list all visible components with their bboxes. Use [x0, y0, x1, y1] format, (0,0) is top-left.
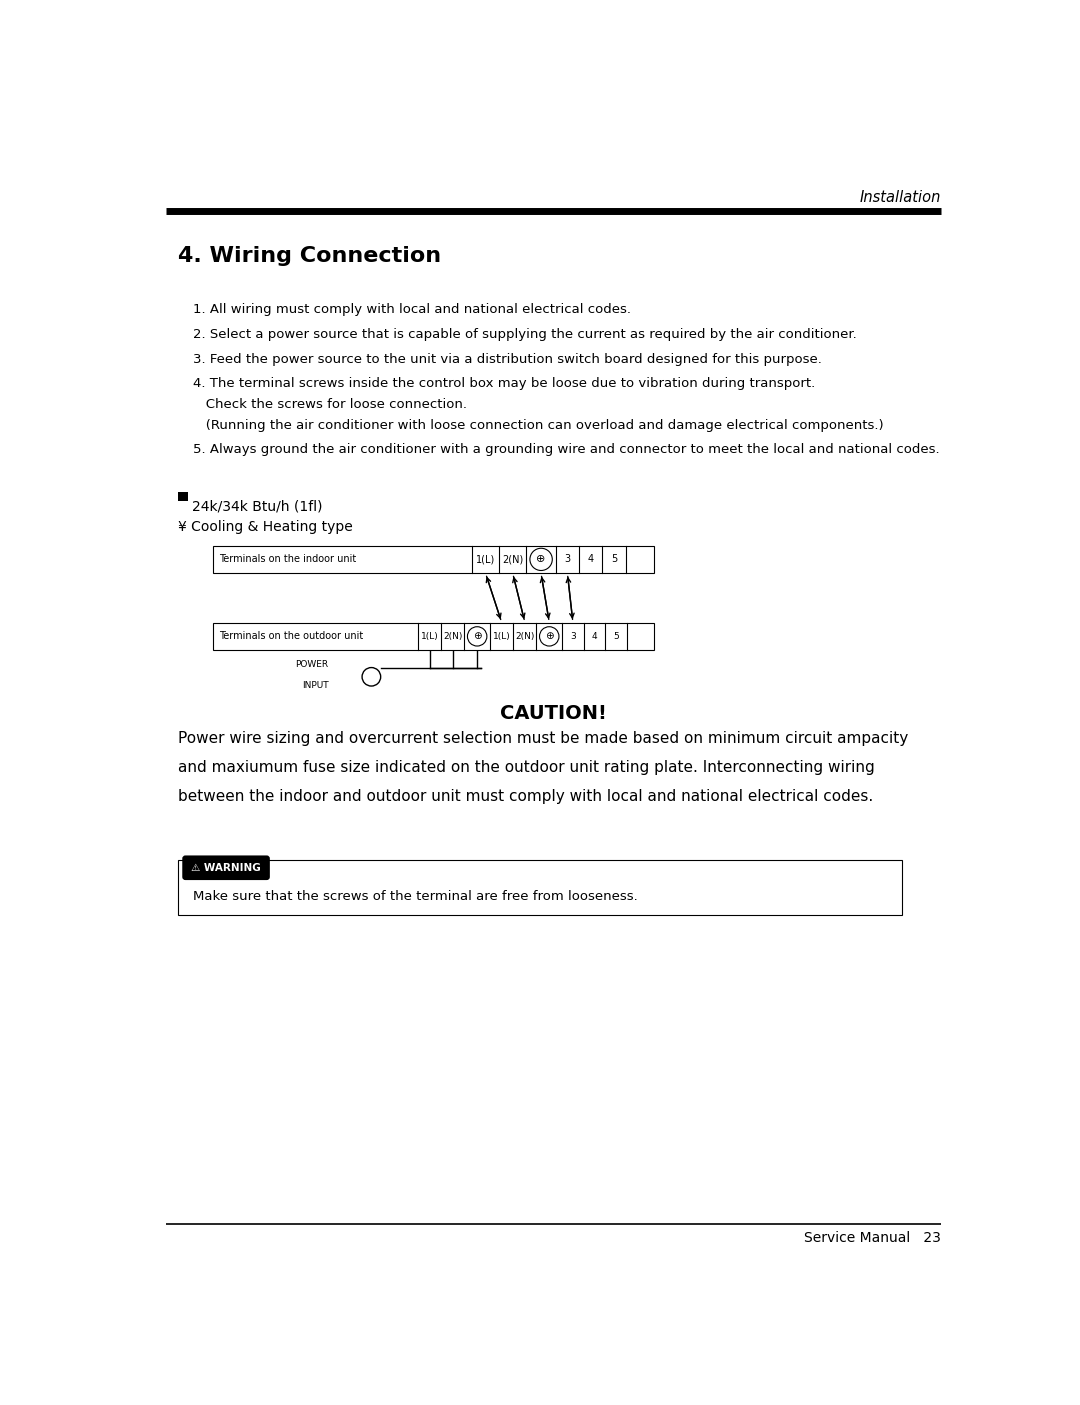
Text: Service Manual   23: Service Manual 23: [805, 1231, 941, 1245]
Circle shape: [468, 627, 487, 646]
Text: 1(L): 1(L): [492, 632, 511, 641]
Circle shape: [362, 667, 380, 686]
Text: 3: 3: [565, 555, 570, 565]
Text: 3: 3: [570, 632, 576, 641]
Text: Terminals on the indoor unit: Terminals on the indoor unit: [218, 555, 356, 565]
Text: INPUT: INPUT: [302, 680, 328, 690]
Text: 2. Select a power source that is capable of supplying the current as required by: 2. Select a power source that is capable…: [193, 327, 856, 341]
Text: between the indoor and outdoor unit must comply with local and national electric: between the indoor and outdoor unit must…: [177, 790, 873, 804]
Text: 24k/34k Btu/h (1fl): 24k/34k Btu/h (1fl): [191, 500, 322, 514]
Text: 4: 4: [592, 632, 597, 641]
Text: 1. All wiring must comply with local and national electrical codes.: 1. All wiring must comply with local and…: [193, 303, 631, 316]
Text: 4: 4: [588, 555, 594, 565]
FancyBboxPatch shape: [183, 856, 270, 880]
Text: Power wire sizing and overcurrent selection must be made based on minimum circui: Power wire sizing and overcurrent select…: [177, 731, 908, 746]
Text: ⊕: ⊕: [473, 631, 482, 641]
Text: 4. Wiring Connection: 4. Wiring Connection: [177, 246, 441, 266]
Text: Terminals on the outdoor unit: Terminals on the outdoor unit: [218, 631, 363, 641]
Text: ¥ Cooling & Heating type: ¥ Cooling & Heating type: [177, 520, 352, 534]
Text: (Running the air conditioner with loose connection can overload and damage elect: (Running the air conditioner with loose …: [193, 419, 883, 431]
Text: ⚠ WARNING: ⚠ WARNING: [191, 863, 261, 873]
Text: Make sure that the screws of the terminal are free from looseness.: Make sure that the screws of the termina…: [193, 889, 638, 903]
Text: POWER: POWER: [296, 660, 328, 669]
Text: 2(N): 2(N): [502, 555, 524, 565]
Bar: [213, 622, 654, 651]
Text: 1(L): 1(L): [420, 632, 438, 641]
Text: 2(N): 2(N): [515, 632, 535, 641]
Bar: [177, 492, 189, 500]
Text: Installation: Installation: [860, 190, 941, 205]
Text: 2(N): 2(N): [443, 632, 462, 641]
Text: CAUTION!: CAUTION!: [500, 704, 607, 722]
Bar: [177, 860, 902, 916]
Text: 3. Feed the power source to the unit via a distribution switch board designed fo: 3. Feed the power source to the unit via…: [193, 353, 822, 365]
Bar: [213, 547, 654, 573]
Circle shape: [540, 627, 559, 646]
Text: 4. The terminal screws inside the control box may be loose due to vibration duri: 4. The terminal screws inside the contro…: [193, 378, 815, 391]
Text: Check the screws for loose connection.: Check the screws for loose connection.: [193, 398, 468, 412]
Circle shape: [530, 548, 552, 570]
Text: 1(L): 1(L): [476, 555, 496, 565]
Text: 5: 5: [611, 555, 617, 565]
Text: and maxiumum fuse size indicated on the outdoor unit rating plate. Interconnecti: and maxiumum fuse size indicated on the …: [177, 760, 875, 776]
Text: 5. Always ground the air conditioner with a grounding wire and connector to meet: 5. Always ground the air conditioner wit…: [193, 444, 940, 457]
Text: 5: 5: [613, 632, 619, 641]
Text: ⊕: ⊕: [545, 631, 554, 641]
Text: ⊕: ⊕: [537, 555, 545, 565]
